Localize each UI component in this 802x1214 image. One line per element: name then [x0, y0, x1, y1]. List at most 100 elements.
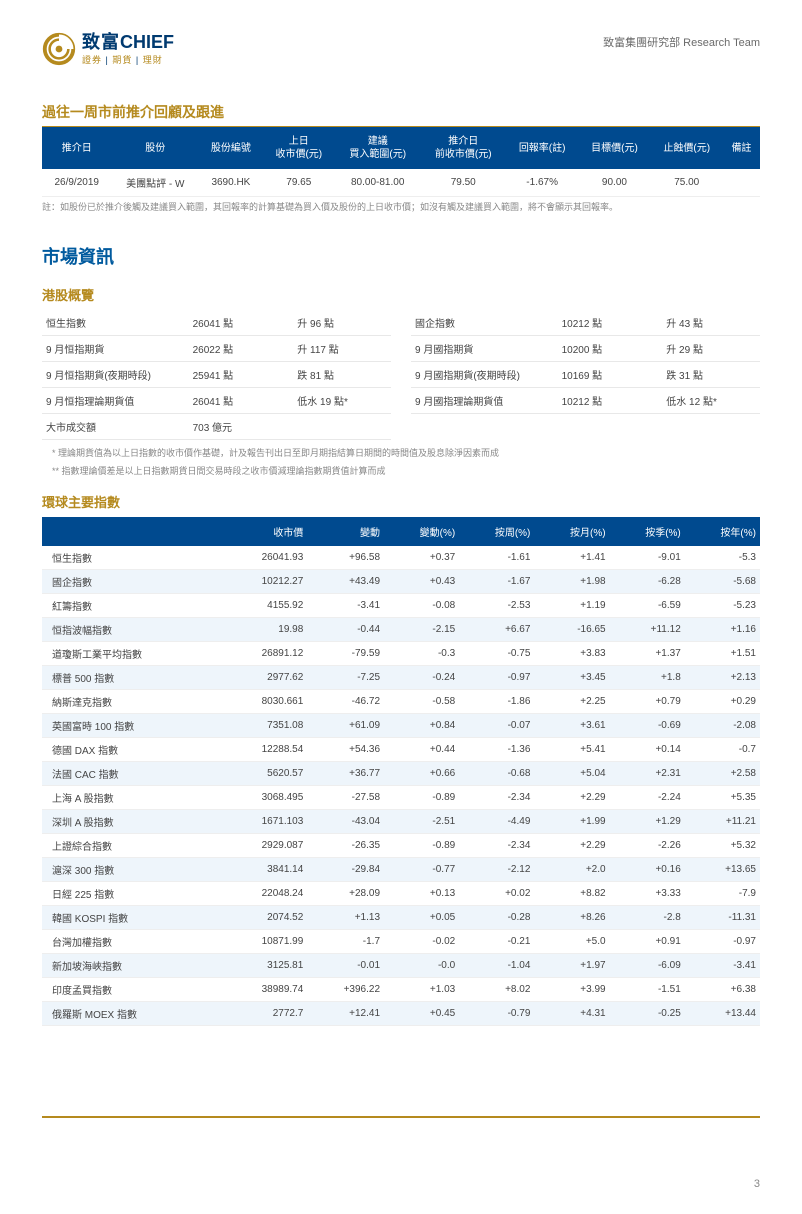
cell: -27.58: [307, 786, 384, 810]
cell: +2.13: [685, 666, 760, 690]
col-header: 目標價(元): [578, 127, 650, 169]
cell: 9 月國指期貨: [411, 335, 558, 361]
col-header: 按年(%): [685, 517, 760, 546]
cell: -0.97: [685, 930, 760, 954]
cell: -11.31: [685, 906, 760, 930]
cell: 跌 31 點: [662, 361, 760, 387]
cell: -2.34: [459, 834, 534, 858]
cell: 上海 A 股指數: [42, 786, 222, 810]
cell: -5.3: [685, 546, 760, 570]
cell: 22048.24: [222, 882, 308, 906]
cell: -6.59: [610, 594, 685, 618]
cell: 3068.495: [222, 786, 308, 810]
hk-left-table: 恒生指數26041 點升 96 點9 月恒指期貨26022 點升 117 點9 …: [42, 310, 391, 440]
review-table: 推介日股份股份編號上日收市價(元)建議買入範圍(元)推介日前收市價(元)回報率(…: [42, 127, 760, 197]
cell: -0.77: [384, 858, 459, 882]
col-header: 股份: [111, 127, 199, 169]
cell: 新加坡海峽指數: [42, 954, 222, 978]
cell: 2929.087: [222, 834, 308, 858]
cell: -5.23: [685, 594, 760, 618]
cell: 9 月國指期貨(夜期時段): [411, 361, 558, 387]
cell: 38989.74: [222, 978, 308, 1002]
cell: 紅籌指數: [42, 594, 222, 618]
review-note: 註：如股份已於推介後觸及建議買入範圍，其回報率的計算基礎為買入價及股份的上日收市…: [42, 201, 760, 215]
cell: [723, 169, 760, 197]
cell: 上證綜合指數: [42, 834, 222, 858]
hk-overview-title: 港股概覽: [42, 285, 760, 304]
cell: +0.45: [384, 1002, 459, 1026]
cell: +3.83: [534, 642, 609, 666]
col-header: 推介日前收市價(元): [420, 127, 506, 169]
cell: +0.66: [384, 762, 459, 786]
cell: 韓國 KOSPI 指數: [42, 906, 222, 930]
cell: 3690.HK: [199, 169, 262, 197]
cell: +1.99: [534, 810, 609, 834]
cell: 恒生指數: [42, 310, 189, 336]
col-header: 按周(%): [459, 517, 534, 546]
table-row: 滬深 300 指數3841.14-29.84-0.77-2.12+2.0+0.1…: [42, 858, 760, 882]
cell: 5620.57: [222, 762, 308, 786]
cell: 3841.14: [222, 858, 308, 882]
hk-overview-tables: 恒生指數26041 點升 96 點9 月恒指期貨26022 點升 117 點9 …: [42, 310, 760, 440]
cell: 10169 點: [558, 361, 663, 387]
table-row: 俄羅斯 MOEX 指數2772.7+12.41+0.45-0.79+4.31-0…: [42, 1002, 760, 1026]
table-row: 德國 DAX 指數12288.54+54.36+0.44-1.36+5.41+0…: [42, 738, 760, 762]
cell: +0.29: [685, 690, 760, 714]
cell: -0.3: [384, 642, 459, 666]
cell: -2.24: [610, 786, 685, 810]
cell: 低水 19 點*: [293, 387, 391, 413]
cell: +1.16: [685, 618, 760, 642]
table-row: 上證綜合指數2929.087-26.35-0.89-2.34+2.29-2.26…: [42, 834, 760, 858]
col-header: 按季(%): [610, 517, 685, 546]
cell: 俄羅斯 MOEX 指數: [42, 1002, 222, 1026]
table-row: 新加坡海峽指數3125.81-0.01-0.0-1.04+1.97-6.09-3…: [42, 954, 760, 978]
table-row: 納斯達克指數8030.661-46.72-0.58-1.86+2.25+0.79…: [42, 690, 760, 714]
cell: 9 月恒指理論期貨值: [42, 387, 189, 413]
cell: 跌 81 點: [293, 361, 391, 387]
col-header: 上日收市價(元): [263, 127, 335, 169]
review-title: 過往一周市前推介回顧及跟進: [42, 102, 760, 127]
cell: -0.08: [384, 594, 459, 618]
cell: 80.00-81.00: [335, 169, 421, 197]
hk-note-2: ** 指數理論價差是以上日指數期貨日間交易時段之收市價減理論指數期貨值計算而成: [52, 464, 760, 478]
cell: 12288.54: [222, 738, 308, 762]
cell: 19.98: [222, 618, 308, 642]
table-row: 道瓊斯工業平均指數26891.12-79.59-0.3-0.75+3.83+1.…: [42, 642, 760, 666]
cell: -1.61: [459, 546, 534, 570]
table-row: 日經 225 指數22048.24+28.09+0.13+0.02+8.82+3…: [42, 882, 760, 906]
table-row: 英國富時 100 指數7351.08+61.09+0.84-0.07+3.61-…: [42, 714, 760, 738]
cell: 26891.12: [222, 642, 308, 666]
cell: +1.98: [534, 570, 609, 594]
cell: +2.0: [534, 858, 609, 882]
table-row: 紅籌指數4155.92-3.41-0.08-2.53+1.19-6.59-5.2…: [42, 594, 760, 618]
page-header: 致富CHIEF 證券 | 期貨 | 理財 致富集團研究部 Research Te…: [42, 32, 760, 66]
cell: -0.58: [384, 690, 459, 714]
cell: 大市成交額: [42, 413, 189, 439]
cell: -1.7: [307, 930, 384, 954]
cell: 8030.661: [222, 690, 308, 714]
col-header: 股份編號: [199, 127, 262, 169]
cell: 法國 CAC 指數: [42, 762, 222, 786]
cell: +0.05: [384, 906, 459, 930]
table-row: 恒生指數26041.93+96.58+0.37-1.61+1.41-9.01-5…: [42, 546, 760, 570]
cell: 10871.99: [222, 930, 308, 954]
cell: 10212.27: [222, 570, 308, 594]
cell: 9 月國指理論期貨值: [411, 387, 558, 413]
cell: 台灣加權指數: [42, 930, 222, 954]
cell: +0.16: [610, 858, 685, 882]
hk-right-table: 國企指數10212 點升 43 點9 月國指期貨10200 點升 29 點9 月…: [411, 310, 760, 414]
cell: +1.13: [307, 906, 384, 930]
cell: +0.02: [459, 882, 534, 906]
cell: -3.41: [685, 954, 760, 978]
cell: -1.86: [459, 690, 534, 714]
cell: 26/9/2019: [42, 169, 111, 197]
cell: 納斯達克指數: [42, 690, 222, 714]
cell: +11.12: [610, 618, 685, 642]
footer-rule: [42, 1116, 760, 1118]
cell: -2.51: [384, 810, 459, 834]
cell: -0.68: [459, 762, 534, 786]
cell: -0.0: [384, 954, 459, 978]
cell: -43.04: [307, 810, 384, 834]
cell: +12.41: [307, 1002, 384, 1026]
chief-logo-icon: [42, 32, 76, 66]
